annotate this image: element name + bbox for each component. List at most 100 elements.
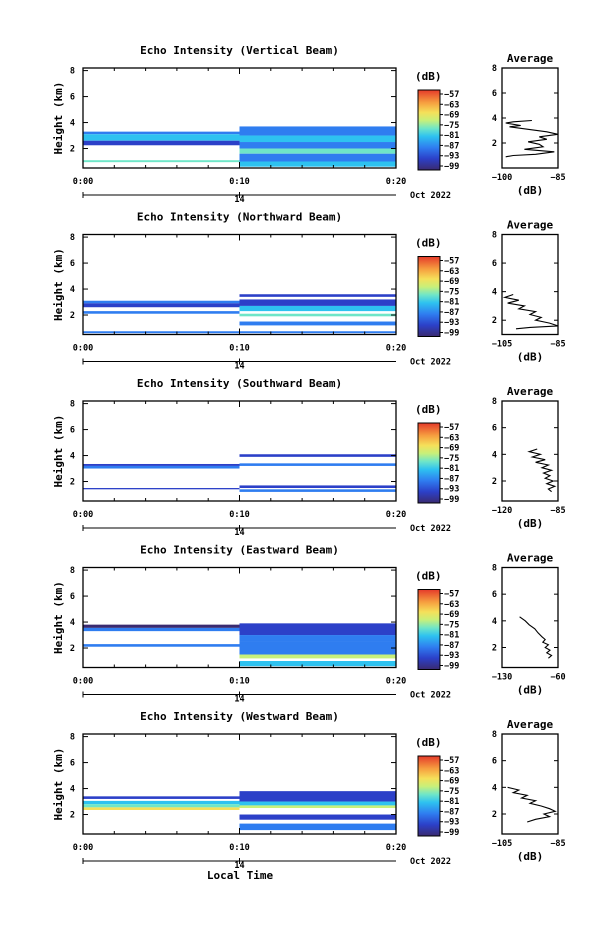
echo-band <box>239 823 396 831</box>
colorbar-tick-label: −87 <box>444 141 459 151</box>
echo-band <box>239 661 396 667</box>
colorbar-tick-label: −69 <box>444 444 459 454</box>
colorbar-tick-label: −63 <box>444 100 459 110</box>
day-label: 14 <box>234 528 244 538</box>
average-profile-line <box>502 293 559 330</box>
date-label: Oct 2022 <box>410 358 451 368</box>
colorbar-tick-label: −63 <box>444 600 459 610</box>
echo-band <box>239 321 396 326</box>
y-axis-label: Height (km) <box>52 748 65 821</box>
y-axis-label: Height (km) <box>52 248 65 321</box>
echo-band <box>83 303 240 308</box>
colorbar-tick-label: −81 <box>444 298 459 308</box>
average-y-tick-label: 6 <box>492 424 497 434</box>
echo-band <box>239 814 396 820</box>
average-title: Average <box>507 385 554 398</box>
echo-band <box>239 126 396 136</box>
average-y-tick-label: 2 <box>492 477 497 487</box>
echo-band <box>239 489 396 492</box>
panel-1: Echo Intensity (Vertical Beam) 2 4 6 8 0:00 0:… <box>52 44 566 205</box>
echo-band <box>239 463 396 466</box>
day-label: 14 <box>234 695 244 705</box>
y-tick-label: 6 <box>70 259 75 269</box>
average-y-tick-label: 4 <box>492 617 497 627</box>
average-y-tick-label: 4 <box>492 114 497 124</box>
colorbar-tick-label: −93 <box>444 818 459 828</box>
colorbar-tick-label: −81 <box>444 464 459 474</box>
average-y-tick-label: 8 <box>492 397 497 407</box>
colorbar-tick-label: −69 <box>444 777 459 787</box>
echo-band <box>239 801 396 806</box>
average-x-tick-label: −85 <box>550 506 565 516</box>
colorbar-tick-label: −93 <box>444 651 459 661</box>
colorbar-tick-label: −99 <box>444 329 459 339</box>
date-label: Oct 2022 <box>410 691 451 701</box>
average-x-tick-label: −120 <box>492 506 512 516</box>
colorbar-tick-label: −75 <box>444 454 459 464</box>
average-y-tick-label: 6 <box>492 590 497 600</box>
heatmap-background <box>83 234 396 335</box>
echo-band <box>239 485 396 489</box>
average-profile-line <box>505 119 559 158</box>
average-x-axis-label: (dB) <box>517 184 544 197</box>
x-tick-label: 0:10 <box>229 344 249 354</box>
panel-5: Echo Intensity (Westward Beam) 2 4 6 8 0:00 0:… <box>52 710 566 871</box>
day-label: 14 <box>234 362 244 372</box>
colorbar <box>417 89 441 171</box>
panel-title: Echo Intensity (Westward Beam) <box>140 710 339 723</box>
average-x-axis-label: (dB) <box>517 351 544 364</box>
y-tick-label: 2 <box>70 145 75 155</box>
average-profile-line <box>527 448 557 493</box>
average-title: Average <box>507 52 554 65</box>
echo-band <box>83 331 240 334</box>
x-tick-label: 0:00 <box>73 677 93 687</box>
echo-band <box>83 804 240 808</box>
echo-band <box>83 624 240 628</box>
x-tick-label: 0:10 <box>229 843 249 853</box>
date-label: Oct 2022 <box>410 524 451 534</box>
y-axis-label: Height (km) <box>52 581 65 654</box>
colorbar-tick-label: −81 <box>444 631 459 641</box>
average-y-tick-label: 8 <box>492 231 497 241</box>
x-tick-label: 0:20 <box>386 177 406 187</box>
colorbar <box>417 256 441 337</box>
average-y-tick-label: 8 <box>492 64 497 74</box>
colorbar-tick-label: −57 <box>444 590 459 600</box>
panel-title: Echo Intensity (Eastward Beam) <box>140 544 339 557</box>
average-y-tick-label: 6 <box>492 757 497 767</box>
colorbar-tick-label: −63 <box>444 766 459 776</box>
average-frame <box>501 566 559 669</box>
colorbar-tick-label: −81 <box>444 131 459 141</box>
average-y-tick-label: 8 <box>492 564 497 574</box>
average-x-tick-label: −130 <box>492 673 512 683</box>
y-tick-label: 8 <box>70 67 75 77</box>
echo-band <box>239 148 396 154</box>
echo-band <box>83 134 240 141</box>
echo-band <box>239 805 396 809</box>
y-tick-label: 4 <box>70 285 75 295</box>
echo-band <box>239 153 396 162</box>
x-tick-label: 0:00 <box>73 177 93 187</box>
y-tick-label: 6 <box>70 93 75 103</box>
x-tick-label: 0:10 <box>229 677 249 687</box>
colorbar-tick-label: −93 <box>444 318 459 328</box>
average-y-tick-label: 4 <box>492 288 497 298</box>
echo-band <box>83 465 240 469</box>
y-axis-label: Height (km) <box>52 415 65 488</box>
echo-band <box>83 140 240 146</box>
colorbar-unit: (dB) <box>415 237 442 250</box>
colorbar-tick-label: −99 <box>444 495 459 505</box>
average-y-tick-label: 8 <box>492 730 497 740</box>
average-frame <box>501 67 559 169</box>
x-tick-label: 0:00 <box>73 344 93 354</box>
average-title: Average <box>507 552 554 565</box>
echo-band <box>83 644 240 647</box>
panel-title: Echo Intensity (Vertical Beam) <box>140 44 339 57</box>
colorbar-tick-label: −87 <box>444 807 459 817</box>
colorbar-tick-label: −63 <box>444 433 459 443</box>
average-y-tick-label: 6 <box>492 259 497 269</box>
colorbar-tick-label: −99 <box>444 828 459 838</box>
echo-band <box>83 300 240 304</box>
echo-band <box>239 313 396 317</box>
y-tick-label: 8 <box>70 566 75 576</box>
